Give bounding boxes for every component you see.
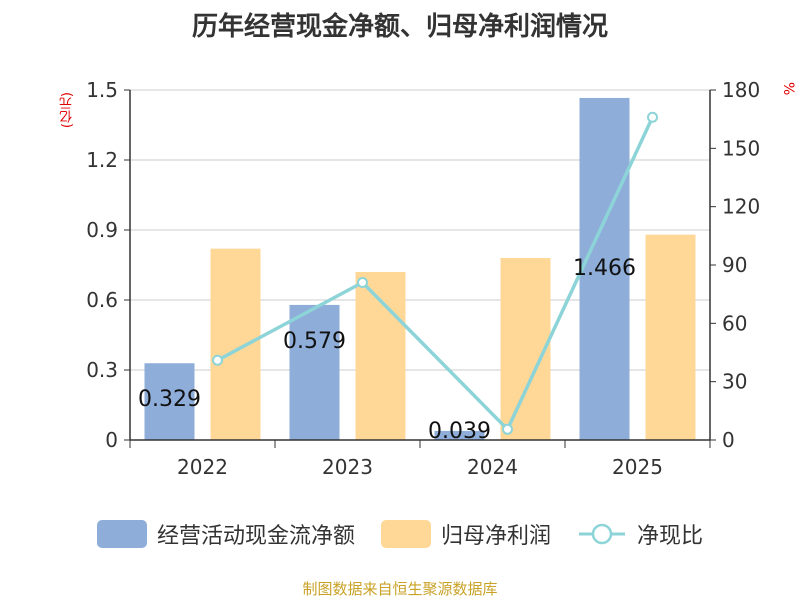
bar-profit [645,234,696,440]
left-tick-label: 0.3 [86,358,118,382]
right-tick-label: 120 [722,195,760,219]
legend-item-profit[interactable]: 归母净利润 [380,518,551,550]
ratio-point [357,277,368,288]
right-tick-label: 60 [722,311,747,335]
bar-cashflow [289,304,340,440]
right-tick-label: 30 [722,370,747,394]
x-tick-label: 2025 [612,455,663,479]
bar-profit [500,258,551,440]
legend-swatch-profit [380,520,431,548]
x-tick-label: 2022 [177,455,228,479]
ratio-point [647,111,658,123]
right-tick-label: 180 [722,78,760,102]
left-tick-label: 1.5 [86,78,118,102]
axes: 0 0.3 0.6 0.9 1.2 1.5 0 30 60 90 120 150 180 2022 2023… [86,78,760,479]
data-label: 0.039 [428,419,491,444]
legend-label-profit: 归母净利润 [440,524,551,549]
bar-cashflow [579,97,630,440]
ratio-line [212,111,658,435]
ratio-line-path [216,116,655,433]
right-tick-label: 150 [722,136,760,160]
legend-swatch-ratio [579,523,625,545]
bar-profit [210,248,261,440]
legend-swatch-cashflow [96,520,147,548]
right-tick-label: 0 [722,428,735,452]
bar-profit [355,272,406,440]
left-tick-label: 1.2 [86,148,118,172]
x-tick-label: 2023 [322,455,373,479]
legend-item-cashflow[interactable]: 经营活动现金流净额 [96,518,355,550]
legend-item-ratio[interactable]: 净现比 [577,518,703,550]
legend: 经营活动现金流净额 归母净利润 净现比 [0,518,800,550]
data-label: 0.579 [283,329,346,354]
x-tick-label: 2024 [467,455,518,479]
legend-label-cashflow: 经营活动现金流净额 [156,524,355,549]
left-tick-label: 0.9 [86,218,118,242]
right-tick-label: 90 [722,253,747,277]
legend-label-ratio: 净现比 [637,524,704,549]
left-axis-unit: (亿元) [60,92,75,129]
bar-cashflow [434,430,485,440]
ratio-point [212,354,223,366]
bars [144,97,696,440]
source-note: 制图数据来自恒生聚源数据库 [302,580,498,598]
bar-cashflow [144,363,195,440]
data-labels: 0.329 0.579 0.039 1.466 [138,256,636,444]
left-tick-label: 0 [105,428,118,452]
chart-title: 历年经营现金净额、归母净利润情况 [191,12,608,42]
left-tick-label: 0.6 [86,288,118,312]
data-label: 0.329 [138,387,201,412]
data-label: 1.466 [573,256,636,281]
right-axis-unit: % [780,82,796,96]
ratio-point [502,423,513,435]
